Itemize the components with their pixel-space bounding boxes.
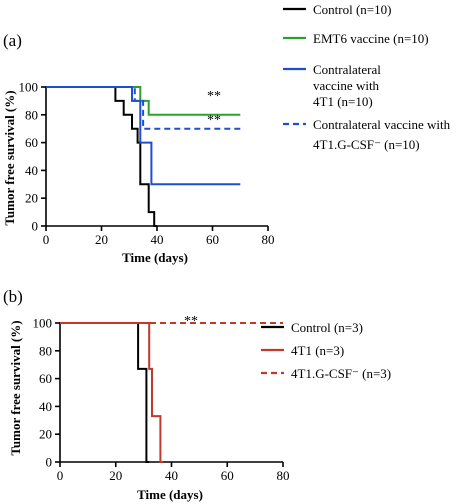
legend-label-contralateral-gcsf: Contralateral vaccine with 4T1.G-CSF⁻ (n…: [313, 117, 453, 152]
panel-a-x-tick-label-3: 60: [206, 232, 219, 247]
panel-a-x-tick-label-2: 40: [151, 232, 164, 247]
panel-a-ylabel: Tumor free survival (%): [2, 90, 17, 225]
panel-b-y-tick-label-1: 20: [39, 427, 52, 442]
panel-a-y-tick-label-5: 100: [19, 80, 39, 95]
panel-a-y-tick-label-1: 20: [25, 191, 38, 206]
panel-a-y-tick-label-0: 0: [32, 219, 39, 234]
panel-b-x-tick-label-2: 40: [165, 468, 178, 483]
legend-label-contralateral-4t1: Contralateral vaccine with 4T1 (n=10): [313, 62, 384, 109]
legend-label-b-gcsf: 4T1.G-CSF⁻ (n=3): [291, 366, 391, 381]
legend-item-b-gcsf: 4T1.G-CSF⁻ (n=3): [261, 366, 391, 381]
legend-item-emt6: EMT6 vaccine (n=10): [283, 31, 429, 46]
legend-item-contralateral-gcsf: Contralateral vaccine with 4T1.G-CSF⁻ (n…: [283, 117, 453, 152]
panel-a: (a) 0 20 40 60 80 0 20 40 60 80 100 Time (days) Tu…: [2, 2, 453, 265]
panel-b-y-tick-label-0: 0: [46, 455, 53, 470]
panel-a-series-line-3: [46, 86, 241, 130]
panel-a-y-tick-label-4: 80: [25, 107, 38, 122]
panel-a-y-tick-label-3: 60: [25, 135, 38, 150]
panel-b-x-tick-label-1: 20: [109, 468, 122, 483]
panel-b-y-tick-label-2: 40: [39, 399, 52, 414]
legend-label-b-4t1: 4T1 (n=3): [291, 343, 344, 358]
panel-b-annotation: **: [184, 314, 198, 329]
panel-b-ylabel: Tumor free survival (%): [8, 320, 23, 455]
panel-a-y-tick-label-2: 40: [25, 163, 38, 178]
panel-a-annotation-1: **: [207, 89, 221, 104]
panel-b-y-tick-label-3: 60: [39, 371, 52, 386]
panel-a-annotation-2: **: [207, 113, 221, 128]
panel-b-x-tick-label-0: 0: [57, 468, 64, 483]
legend-label-emt6: EMT6 vaccine (n=10): [313, 31, 429, 46]
legend-label-control: Control (n=10): [313, 2, 391, 17]
panel-a-label: (a): [3, 31, 22, 50]
panel-a-plot: 0 20 40 60 80 0 20 40 60 80 100: [19, 80, 275, 248]
legend-label-b-control: Control (n=3): [291, 320, 363, 335]
panel-b-y-tick-label-4: 80: [39, 343, 52, 358]
panel-a-x-tick-label-4: 80: [262, 232, 275, 247]
panel-b: (b) 0 20 40 60 80 0 20 40 60 80 100 Time (days) Tu…: [3, 287, 391, 502]
panel-b-x-tick-label-4: 80: [277, 468, 290, 483]
panel-b-series-line-0: [60, 322, 150, 463]
panel-a-legend: Control (n=10) EMT6 vaccine (n=10) Contr…: [283, 2, 453, 152]
panel-a-series-line-2: [46, 86, 241, 186]
panel-a-x-tick-label-0: 0: [43, 232, 50, 247]
legend-item-b-control: Control (n=3): [261, 320, 363, 335]
panel-a-series-line-0: [46, 86, 157, 227]
panel-b-xlabel: Time (days): [137, 487, 203, 502]
legend-item-contralateral-4t1: Contralateral vaccine with 4T1 (n=10): [283, 62, 384, 109]
panel-b-series-line-1: [60, 322, 164, 463]
panel-b-y-tick-label-5: 100: [33, 316, 53, 331]
panel-b-x-tick-label-3: 60: [221, 468, 234, 483]
legend-item-control: Control (n=10): [283, 2, 391, 17]
panel-b-plot: 0 20 40 60 80 0 20 40 60 80 100: [33, 316, 290, 484]
legend-item-b-4t1: 4T1 (n=3): [261, 343, 344, 358]
panel-a-x-tick-label-1: 20: [95, 232, 108, 247]
panel-a-xlabel: Time (days): [122, 250, 188, 265]
panel-b-legend: Control (n=3) 4T1 (n=3) 4T1.G-CSF⁻ (n=3): [261, 320, 391, 381]
panel-b-label: (b): [3, 287, 23, 306]
